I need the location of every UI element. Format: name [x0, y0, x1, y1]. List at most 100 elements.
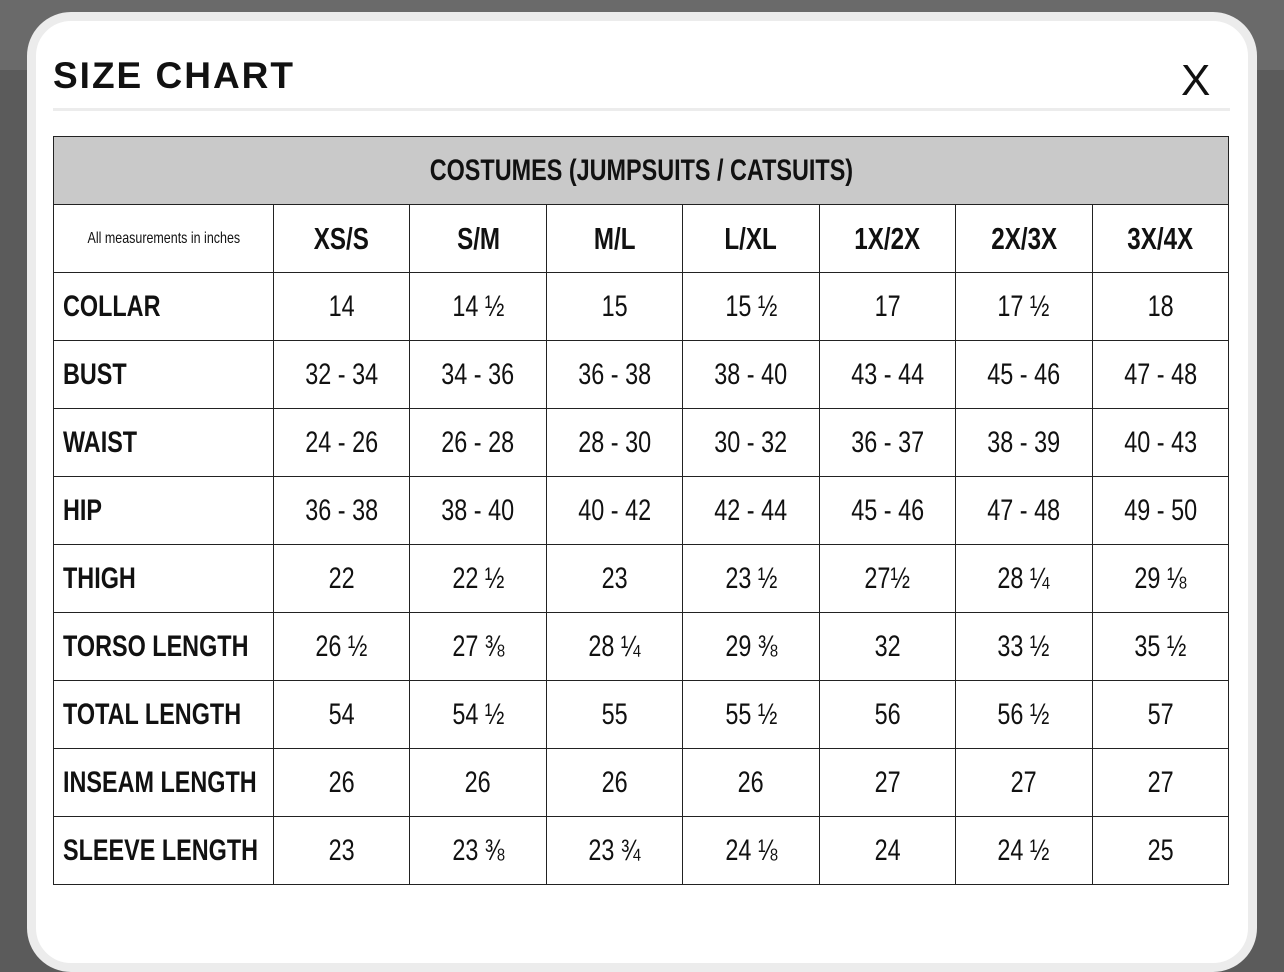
units-note: All measurements in inches — [53, 204, 274, 273]
measure-value-text: 22 — [328, 561, 355, 595]
measure-value-text: 32 - 34 — [305, 357, 379, 391]
units-note-text: All measurements in inches — [87, 229, 240, 247]
measure-value-text: 27 — [1147, 765, 1174, 799]
measure-value-text: 23 ⅜ — [452, 833, 505, 867]
measure-value-text: 54 ½ — [452, 697, 505, 731]
measure-label: COLLAR — [53, 272, 274, 341]
measure-value-text: 57 — [1147, 697, 1174, 731]
measure-value: 26 ½ — [272, 612, 411, 681]
measure-row: BUST 32 - 34 34 - 36 36 - 38 38 - 40 43 - 44 4… — [53, 340, 1230, 409]
measure-value-text: 17 ½ — [997, 289, 1050, 323]
measure-label-text: HIP — [63, 493, 103, 527]
measure-value-text: 54 — [328, 697, 355, 731]
measure-value-text: 24 — [874, 833, 901, 867]
measure-value: 17 ½ — [955, 272, 1093, 341]
measure-value-text: 27 — [874, 765, 901, 799]
measure-label-text: COLLAR — [63, 289, 161, 323]
measure-value: 18 — [1091, 272, 1230, 341]
measure-value: 29 ⅛ — [1091, 544, 1230, 613]
measure-value-text: 26 — [737, 765, 764, 799]
measure-value: 26 — [409, 748, 547, 817]
measure-value-text: 38 - 40 — [441, 493, 515, 527]
measure-value: 56 — [818, 680, 957, 749]
measure-value: 25 — [1091, 816, 1230, 885]
measure-value: 47 - 48 — [955, 476, 1093, 545]
size-header: L/XL — [682, 204, 820, 273]
measure-value-text: 28 ¼ — [997, 561, 1050, 595]
measure-value-text: 45 - 46 — [850, 493, 924, 527]
measure-value: 24 ⅛ — [682, 816, 820, 885]
size-header-text: 2X/3X — [990, 220, 1057, 256]
measure-value-text: 17 — [874, 289, 901, 323]
measure-value-text: 26 — [601, 765, 628, 799]
measure-value: 26 — [272, 748, 411, 817]
header-row: All measurements in inches XS/S S/M M/L L/XL… — [53, 204, 1230, 273]
measure-value: 27½ — [818, 544, 957, 613]
measure-label-text: TOTAL LENGTH — [63, 697, 242, 731]
measure-value: 34 - 36 — [409, 340, 547, 409]
size-header: 3X/4X — [1091, 204, 1230, 273]
measure-value-text: 23 — [328, 833, 355, 867]
measure-value: 49 - 50 — [1091, 476, 1230, 545]
measure-value-text: 38 - 39 — [987, 425, 1061, 459]
measure-value: 55 — [545, 680, 684, 749]
measure-value: 28 ¼ — [545, 612, 684, 681]
measure-value: 38 - 40 — [409, 476, 547, 545]
measure-value-text: 43 - 44 — [850, 357, 924, 391]
measure-value: 38 - 40 — [682, 340, 820, 409]
close-button[interactable]: X — [1181, 56, 1211, 105]
measure-value: 24 ½ — [955, 816, 1093, 885]
measure-value: 26 — [545, 748, 684, 817]
measure-value: 23 — [545, 544, 684, 613]
measure-row: INSEAM LENGTH 26 26 26 26 27 27 27 — [53, 748, 1230, 817]
measure-value: 23 ½ — [682, 544, 820, 613]
measure-row: COLLAR 14 14 ½ 15 15 ½ 17 17 ½ 18 — [53, 272, 1230, 341]
measure-value: 26 - 28 — [409, 408, 547, 477]
measure-value: 42 - 44 — [682, 476, 820, 545]
measure-value-text: 47 - 48 — [987, 493, 1061, 527]
measure-value: 22 — [272, 544, 411, 613]
measure-value-text: 45 - 46 — [987, 357, 1061, 391]
measure-value: 57 — [1091, 680, 1230, 749]
measure-value: 15 ½ — [682, 272, 820, 341]
measure-value: 27 — [955, 748, 1093, 817]
measure-value: 38 - 39 — [955, 408, 1093, 477]
measure-value-text: 47 - 48 — [1123, 357, 1197, 391]
size-table: COSTUMES (JUMPSUITS / CATSUITS) All measu… — [53, 136, 1230, 885]
measure-value: 36 - 38 — [272, 476, 411, 545]
measure-value: 23 ⅜ — [409, 816, 547, 885]
measure-value: 35 ½ — [1091, 612, 1230, 681]
measure-label: WAIST — [53, 408, 274, 477]
measure-value-text: 40 - 42 — [578, 493, 651, 527]
measure-value-text: 36 - 37 — [850, 425, 924, 459]
measure-value-text: 42 - 44 — [714, 493, 788, 527]
measure-value-text: 34 - 36 — [441, 357, 515, 391]
measure-label-text: BUST — [63, 357, 127, 391]
measure-value-text: 23 ¾ — [588, 833, 641, 867]
measure-label-text: INSEAM LENGTH — [63, 765, 257, 799]
measure-label-text: THIGH — [63, 561, 136, 595]
measure-value-text: 25 — [1147, 833, 1174, 867]
size-header: 1X/2X — [818, 204, 957, 273]
measure-value: 54 ½ — [409, 680, 547, 749]
measure-value-text: 23 ½ — [724, 561, 778, 595]
measure-value-text: 18 — [1147, 289, 1174, 323]
size-header: XS/S — [272, 204, 411, 273]
measure-value-text: 40 - 43 — [1123, 425, 1197, 459]
measure-value-text: 38 - 40 — [714, 357, 788, 391]
measure-value: 32 - 34 — [272, 340, 411, 409]
table-caption-text: COSTUMES (JUMPSUITS / CATSUITS) — [429, 153, 853, 187]
measure-value-text: 29 ⅛ — [1134, 561, 1187, 595]
measure-value-text: 22 ½ — [452, 561, 505, 595]
measure-value: 14 — [272, 272, 411, 341]
measure-value-text: 27 — [1010, 765, 1037, 799]
measure-value-text: 24 - 26 — [305, 425, 379, 459]
measure-label-text: SLEEVE LENGTH — [63, 833, 259, 867]
measure-value-text: 14 — [328, 289, 355, 323]
measure-value: 24 — [818, 816, 957, 885]
measure-value: 43 - 44 — [818, 340, 957, 409]
measure-row: THIGH 22 22 ½ 23 23 ½ 27½ 28 ¼ 29 ⅛ — [53, 544, 1230, 613]
measure-value: 40 - 43 — [1091, 408, 1230, 477]
size-header-text: L/XL — [724, 220, 778, 256]
